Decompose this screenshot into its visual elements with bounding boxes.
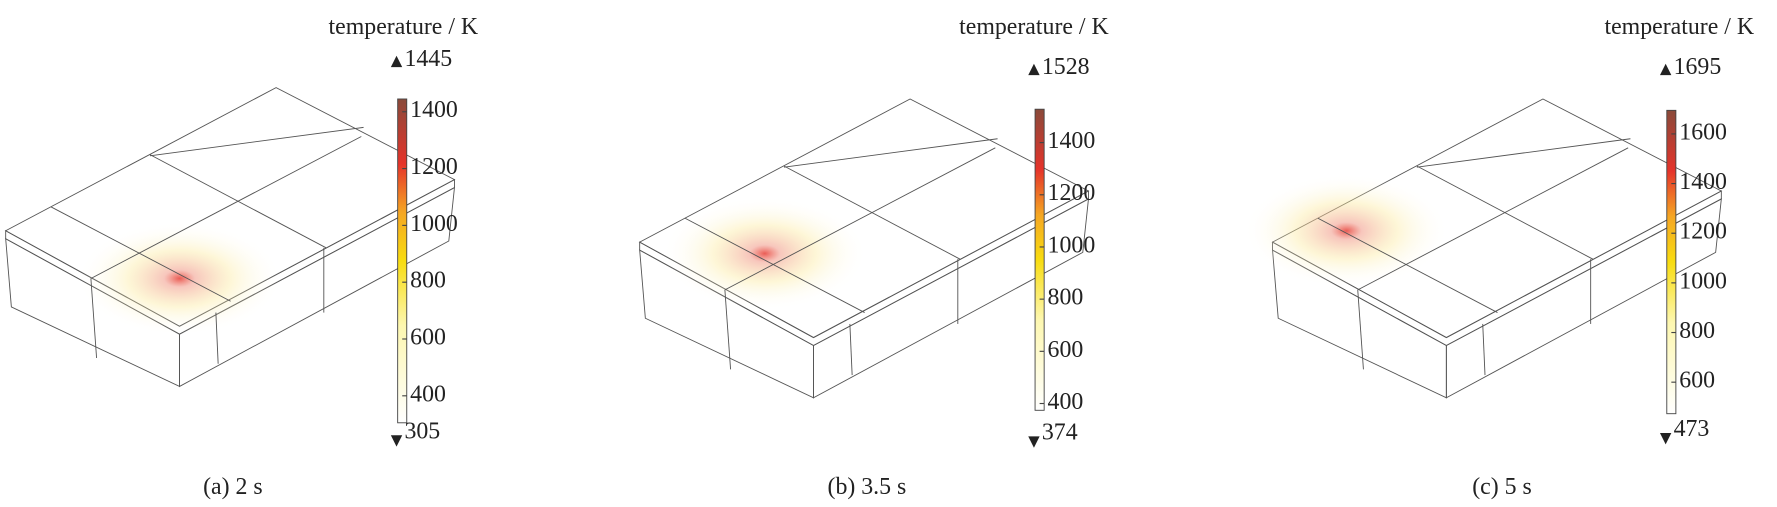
min-marker — [1028, 436, 1040, 448]
min-marker — [390, 435, 403, 447]
mesh-line — [783, 138, 998, 168]
max-marker — [1028, 63, 1040, 76]
colorbar-tick-label: 1000 — [410, 211, 458, 237]
colorbar-title: temperature / K — [329, 14, 479, 40]
block — [638, 98, 1090, 399]
mesh-line — [149, 126, 364, 157]
colorbar-min: 374 — [1042, 420, 1078, 446]
colorbar-min: 305 — [404, 418, 440, 444]
max-marker — [390, 55, 403, 68]
colorbar-tick-label: 1400 — [1048, 128, 1096, 154]
panel-caption: (c) 5 s — [1472, 474, 1532, 500]
colorbar — [397, 98, 408, 424]
colorbar-tick-label: 600 — [1048, 337, 1084, 363]
colorbar-max: 1695 — [1674, 54, 1722, 80]
mesh-line — [724, 289, 732, 370]
mesh-line — [90, 136, 362, 279]
max-marker — [1659, 63, 1672, 76]
panel-caption: (b) 3.5 s — [828, 474, 907, 500]
colorbar-tick-label: 1600 — [1679, 119, 1727, 145]
colorbar-tick-label: 800 — [1679, 318, 1715, 344]
colorbar-max: 1445 — [404, 46, 452, 72]
colorbar-tick-label: 1200 — [1048, 180, 1096, 206]
colorbar-tick-label: 400 — [1048, 389, 1084, 415]
colorbar-tick-label: 600 — [410, 324, 446, 350]
mesh-line — [50, 206, 231, 302]
colorbar-min: 473 — [1674, 416, 1710, 442]
colorbar-tick-label: 1400 — [410, 97, 458, 123]
colorbar-tick-label: 1400 — [1679, 169, 1727, 195]
colorbar-tick-label: 1200 — [410, 154, 458, 180]
mesh-line — [849, 323, 853, 376]
colorbar-tick-label: 400 — [410, 381, 446, 407]
colorbar-tick-label: 800 — [410, 268, 446, 294]
min-marker — [1659, 433, 1672, 445]
blocks — [4, 87, 1723, 399]
colorbar-title: temperature / K — [959, 14, 1109, 40]
block — [4, 87, 456, 388]
mesh-line — [1357, 289, 1364, 370]
colorbar-tick-label: 600 — [1679, 368, 1715, 394]
colorbar-tick-label: 800 — [1048, 285, 1084, 311]
colorbar — [1666, 109, 1677, 415]
mesh-line — [215, 312, 219, 364]
heat-spot — [662, 196, 867, 311]
mesh-line — [724, 147, 996, 291]
top-slab — [639, 190, 1089, 347]
heat-spot — [1244, 173, 1449, 288]
block — [1244, 98, 1723, 399]
mesh-line — [1416, 138, 1631, 168]
mesh-line — [1482, 323, 1486, 376]
colorbar-max: 1528 — [1042, 54, 1090, 80]
mesh-line — [684, 217, 865, 313]
colorbar-tick-label: 1200 — [1679, 219, 1727, 245]
colorbar-tick-label: 1000 — [1048, 232, 1096, 258]
colorbar — [1034, 108, 1045, 411]
panel-caption: (a) 2 s — [203, 474, 263, 500]
mesh-line — [1317, 217, 1498, 313]
colorbar-tick-label: 1000 — [1679, 268, 1727, 294]
mesh-line — [1357, 147, 1629, 291]
colorbar-title: temperature / K — [1604, 14, 1754, 40]
mesh-line — [90, 278, 98, 359]
heat-spot — [77, 221, 282, 336]
